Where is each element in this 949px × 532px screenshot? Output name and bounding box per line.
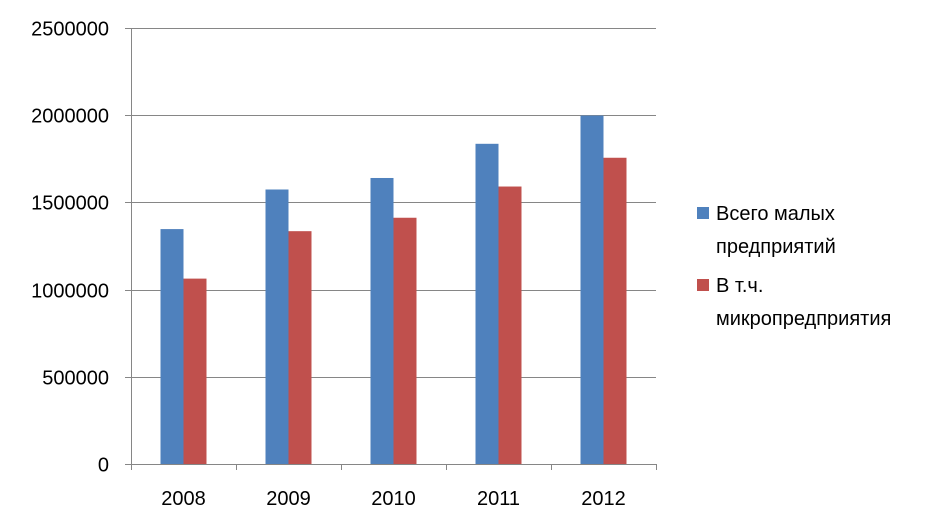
bar-micro-enterprises-2010 xyxy=(393,217,417,464)
bar-total-small-enterprises-2012 xyxy=(580,115,604,464)
legend: Всего малых предприятий В т.ч. микропредпри… xyxy=(697,203,891,330)
y-tick-label: 0 xyxy=(98,455,109,477)
x-tick-label: 2010 xyxy=(371,488,416,510)
y-tick-label: 2500000 xyxy=(31,19,109,41)
x-tick-label: 2011 xyxy=(477,488,520,510)
y-tick-labels: 0 500000 1000000 1500000 2000000 2500000 xyxy=(31,19,109,477)
legend-swatch xyxy=(697,279,709,291)
legend-label: В т.ч. xyxy=(716,275,763,297)
legend-label: микропредприятия xyxy=(716,308,891,330)
bar-total-small-enterprises-2008 xyxy=(160,229,184,464)
bar-micro-enterprises-2011 xyxy=(498,186,522,464)
y-tick-label: 500000 xyxy=(42,368,109,390)
bar-micro-enterprises-2008 xyxy=(183,278,207,464)
bar-total-small-enterprises-2009 xyxy=(265,189,289,465)
legend-label: Всего малых xyxy=(716,203,835,225)
bars xyxy=(160,115,627,465)
axes xyxy=(125,28,657,470)
x-tick-label: 2012 xyxy=(581,488,626,510)
y-tick-label: 2000000 xyxy=(31,106,109,128)
x-tick-label: 2008 xyxy=(161,488,206,510)
x-tick-label: 2009 xyxy=(266,488,311,510)
legend-swatch xyxy=(697,207,709,219)
bar-micro-enterprises-2009 xyxy=(288,231,312,464)
bar-total-small-enterprises-2010 xyxy=(370,177,394,464)
y-tick-label: 1500000 xyxy=(31,193,109,215)
bar-total-small-enterprises-2011 xyxy=(475,143,499,464)
bar-micro-enterprises-2012 xyxy=(603,157,627,464)
legend-label: предприятий xyxy=(716,236,836,258)
x-tick-labels: 2008 2009 2010 2011 2012 xyxy=(161,488,626,510)
y-tick-label: 1000000 xyxy=(31,281,109,303)
